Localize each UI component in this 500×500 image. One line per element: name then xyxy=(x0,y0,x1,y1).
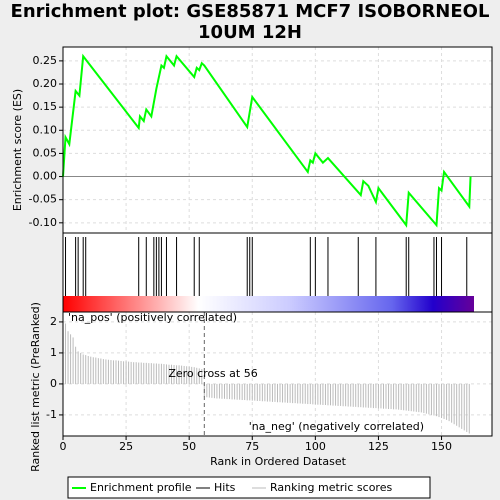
y-tick-label: -0.05 xyxy=(29,193,57,206)
x-tick-label: 125 xyxy=(368,440,389,453)
y-tick-label: 0 xyxy=(50,377,57,390)
x-tick-label: 100 xyxy=(305,440,326,453)
y-tick-label: 0.25 xyxy=(33,54,58,67)
enrichment-line xyxy=(62,53,472,228)
plot-area xyxy=(63,47,492,436)
annotation: 'na_pos' (positively correlated) xyxy=(68,311,237,324)
x-tick-label: 0 xyxy=(60,440,67,453)
y-tick-label: 0.10 xyxy=(33,123,58,136)
x-tick-label: 50 xyxy=(182,440,196,453)
y-tick-label: 0.20 xyxy=(33,77,58,90)
chart-title: Enrichment plot: GSE85871 MCF7 ISOBORNEO… xyxy=(11,1,490,22)
x-tick-label: 25 xyxy=(119,440,133,453)
y-tick-label: 0.00 xyxy=(33,170,58,183)
legend-label: Hits xyxy=(214,481,236,494)
y-tick-label: -1 xyxy=(46,408,57,421)
legend-label: Enrichment profile xyxy=(90,481,192,494)
y-tick-label: 1 xyxy=(50,346,57,359)
annotation: 'na_neg' (negatively correlated) xyxy=(249,420,424,433)
y-tick-label: 0.15 xyxy=(33,100,58,113)
x-axis-title: Rank in Ordered Dataset xyxy=(210,455,347,468)
y-axis-title: Ranked list metric (PreRanked) xyxy=(29,302,42,472)
metric-panel-frame xyxy=(62,311,493,437)
chart-title: 10UM 12H xyxy=(198,22,302,43)
x-tick-label: 150 xyxy=(431,440,452,453)
y-axis-title: Enrichment score (ES) xyxy=(11,89,24,211)
legend xyxy=(67,476,431,499)
rank-color-band xyxy=(63,296,474,312)
x-tick-label: 75 xyxy=(245,440,259,453)
y-tick-label: 0.05 xyxy=(33,146,58,159)
annotation: Zero cross at 56 xyxy=(168,367,257,380)
y-tick-label: -0.10 xyxy=(29,216,57,229)
legend-label: Ranking metric scores xyxy=(270,481,392,494)
y-tick-label: 2 xyxy=(50,315,57,328)
